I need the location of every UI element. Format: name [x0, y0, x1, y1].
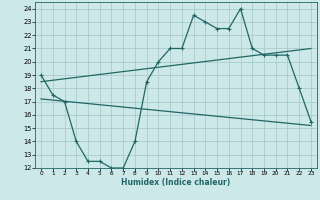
X-axis label: Humidex (Indice chaleur): Humidex (Indice chaleur)	[121, 178, 231, 187]
